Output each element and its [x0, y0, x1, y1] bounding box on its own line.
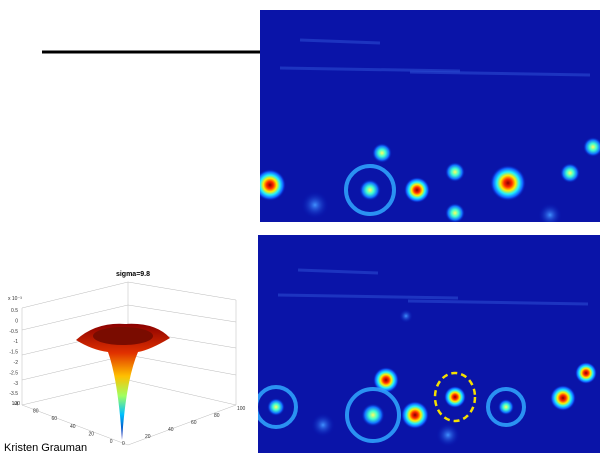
x-tick-label: 60 [51, 416, 57, 422]
streak [297, 268, 379, 275]
ring-core [267, 398, 285, 416]
z-tick-label: -4 [14, 402, 19, 408]
x-tick-label: 80 [33, 409, 39, 415]
blob [399, 309, 413, 323]
blob [575, 362, 597, 384]
x-tick-label: 20 [88, 431, 94, 437]
y-tick-label: 60 [191, 420, 197, 426]
z-tick-label: -3 [14, 381, 19, 387]
credit: Kristen Grauman [4, 442, 87, 454]
blob [560, 163, 580, 183]
x-tick-label: 100 [12, 401, 21, 407]
z-tick-label: -3.5 [9, 391, 18, 397]
ring [344, 164, 396, 216]
streak [279, 66, 461, 73]
z-tick-label: -0.5 [9, 329, 18, 335]
y-tick-label: 0 [122, 441, 125, 447]
streak [409, 70, 591, 77]
blob [445, 203, 465, 222]
blob [373, 367, 399, 393]
blob [490, 165, 526, 201]
blob [445, 162, 465, 182]
y-tick-label: 100 [237, 406, 246, 412]
ring [345, 387, 401, 443]
x-tick-label: 40 [70, 424, 76, 430]
ring-core [497, 398, 515, 416]
response-image-top [260, 10, 600, 222]
blob [550, 385, 576, 411]
y-tick-label: 40 [168, 427, 174, 433]
y-tick-label: 20 [145, 434, 151, 440]
streak [277, 293, 459, 300]
response-image-bottom [258, 235, 600, 453]
kernel-rim [93, 327, 153, 345]
z-tick-label: -2 [14, 360, 19, 366]
kernel-surface [76, 323, 170, 440]
blob [301, 191, 329, 219]
blob [404, 177, 430, 203]
plot-title: sigma=9.8 [116, 271, 150, 278]
ring-core [361, 403, 385, 427]
streak [407, 299, 589, 306]
plot-exponent: x 10⁻³ [8, 296, 22, 302]
ring [486, 387, 526, 427]
blob [260, 169, 286, 201]
z-tick-label: 0 [15, 318, 18, 324]
blob [372, 143, 392, 163]
ring-core [359, 179, 381, 201]
z-tick-label: -2.5 [9, 370, 18, 376]
detection-circle [433, 371, 477, 423]
blob [444, 386, 466, 408]
z-tick-label: -1 [14, 339, 19, 345]
ring [258, 385, 298, 429]
streak [299, 38, 381, 45]
blob [436, 423, 460, 447]
blob [311, 413, 335, 437]
z-tick-label: -1.5 [9, 350, 18, 356]
blob [583, 137, 600, 157]
blob [538, 203, 562, 222]
y-tick-label: 80 [214, 413, 220, 419]
x-tick-label: 0 [110, 439, 113, 445]
blob [401, 401, 429, 429]
z-tick-label: 0.5 [11, 308, 18, 314]
